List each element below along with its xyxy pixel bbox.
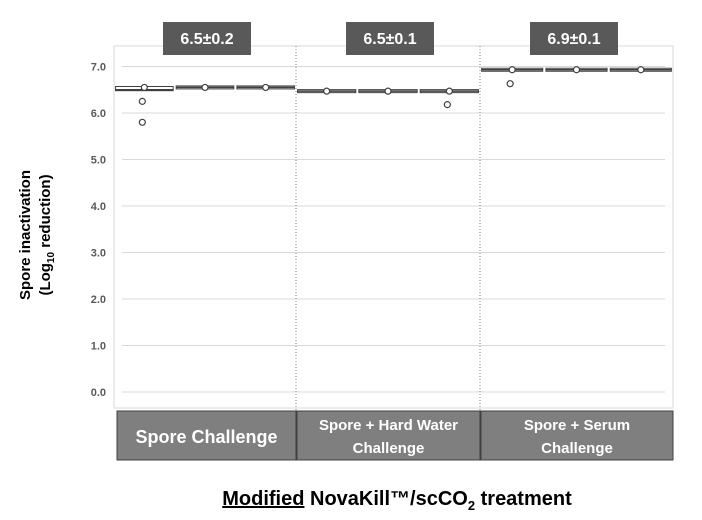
y-tick-label: 7.0 (91, 62, 106, 74)
summary-badge-bg (163, 22, 251, 55)
replicate-box (545, 66, 608, 74)
replicate-box (175, 83, 235, 92)
y-axis-label-prefix: (Log (37, 263, 54, 295)
y-tick-label: 2.0 (91, 294, 106, 306)
data-point (138, 118, 146, 126)
category-labels: Spore Challenge Spore + Hard Water Challen… (116, 410, 674, 461)
replicate-box (609, 66, 672, 74)
y-tick-label: 0.0 (91, 387, 106, 399)
summary-badge-bg (346, 22, 434, 55)
data-point (572, 66, 581, 74)
summary-badge: 6.5±0.1 (346, 22, 434, 55)
summary-badge-label: 6.5±0.2 (180, 31, 233, 48)
data-point (445, 87, 453, 95)
y-tick-label: 1.0 (91, 341, 106, 353)
replicate-box (115, 83, 174, 126)
data-point (506, 80, 514, 88)
y-tick-labels: 0.0 1.0 2.0 3.0 4.0 5.0 6.0 7.0 (91, 62, 106, 400)
summary-badges: 6.5±0.2 6.5±0.1 6.9±0.1 (163, 22, 618, 55)
caption-text: NovaKill™/scCO (304, 488, 467, 510)
data-point (140, 83, 148, 92)
group-dividers (295, 46, 481, 460)
category-label-bg (296, 410, 481, 461)
replicate-box (358, 87, 418, 95)
figure-caption: Modified NovaKill™/scCO2 treatment (222, 488, 572, 513)
data-point (637, 66, 645, 74)
plot-frame (113, 45, 674, 409)
summary-badge: 6.5±0.2 (163, 22, 251, 55)
plot-border (113, 45, 674, 409)
summary-badge-label: 6.5±0.1 (363, 31, 416, 48)
summary-badge: 6.9±0.1 (530, 22, 618, 55)
data-point (323, 87, 331, 95)
caption-subscript: 2 (468, 498, 475, 513)
data-point (508, 66, 516, 74)
summary-badge-label: 6.9±0.1 (547, 31, 600, 48)
category-label-bg (480, 410, 674, 461)
y-axis-label-subscript: 10 (46, 252, 57, 264)
caption-suffix: treatment (475, 488, 572, 510)
replicate-box (236, 83, 295, 92)
category-label: Challenge (353, 440, 425, 457)
y-tick-label: 6.0 (91, 108, 106, 120)
y-axis-label-line1: Spore inactivation (17, 170, 34, 300)
category-label-bg (116, 410, 297, 461)
replicate-box (297, 87, 357, 95)
data-point (443, 101, 451, 109)
data-point (201, 83, 209, 92)
caption-underlined: Modified (222, 488, 304, 510)
category-label-box: Spore + Serum Challenge (480, 410, 674, 461)
y-tick-label: 5.0 (91, 155, 106, 167)
summary-badge-bg (530, 22, 618, 55)
category-label: Spore + Serum (524, 417, 630, 434)
boxes (115, 66, 672, 126)
y-tick-label: 3.0 (91, 248, 106, 260)
y-axis-label-suffix: reduction) (37, 174, 54, 252)
y-tick-label: 4.0 (91, 201, 106, 213)
y-axis-label-line2: (Log10 reduction) (37, 174, 57, 295)
data-point (262, 83, 270, 92)
data-point (138, 97, 146, 105)
data-point (384, 87, 392, 95)
replicate-box (481, 66, 544, 88)
category-label: Challenge (541, 440, 613, 457)
category-label: Spore Challenge (135, 427, 277, 447)
category-label: Spore + Hard Water (319, 417, 458, 434)
gridlines (122, 66, 665, 393)
category-label-box: Spore Challenge (116, 410, 297, 461)
replicate-box (419, 87, 479, 109)
category-label-box: Spore + Hard Water Challenge (296, 410, 481, 461)
